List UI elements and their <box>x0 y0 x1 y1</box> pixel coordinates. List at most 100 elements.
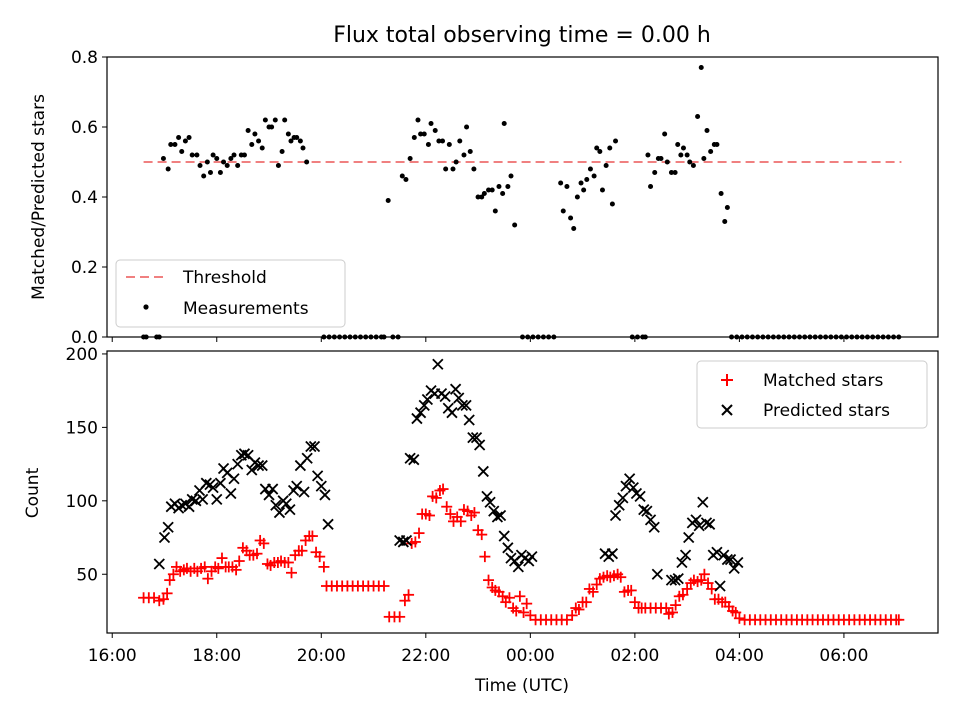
matched-star-point <box>212 562 224 574</box>
predicted-star-point <box>634 490 646 503</box>
predicted-star-point <box>512 561 524 573</box>
predicted-star-point <box>676 556 688 569</box>
predicted-star-point <box>400 534 413 547</box>
legend-box <box>696 360 928 429</box>
measurement-point <box>675 142 681 147</box>
y-tick-label: 200 <box>66 345 98 365</box>
matched-star-point <box>437 483 449 495</box>
ratio-panel: Flux total observing time = 0.00 h Match… <box>29 23 939 348</box>
measurement-point <box>724 205 730 210</box>
x-tick-label: 22:00 <box>401 646 450 666</box>
predicted-star-point <box>627 481 639 494</box>
matched-star-point <box>399 595 411 607</box>
predicted-star-point <box>700 517 713 529</box>
predicted-star-point <box>665 574 678 586</box>
ratio-legend: Threshold Measurements <box>115 259 346 328</box>
measurement-point <box>496 184 502 189</box>
y-tick-label: 0.2 <box>71 258 98 278</box>
matched-star-point <box>378 580 390 592</box>
predicted-star-point <box>477 465 489 478</box>
matched-star-point <box>199 561 211 573</box>
measurement-point <box>687 159 693 165</box>
predicted-star-point <box>474 439 486 451</box>
matched-star-point <box>666 606 678 618</box>
measurement-point <box>436 138 442 144</box>
measurement-point <box>464 124 470 130</box>
measurement-point <box>297 138 303 144</box>
predicted-star-point <box>693 520 705 532</box>
predicted-star-point <box>494 509 507 522</box>
measurement-point <box>440 138 446 144</box>
matched-star-point <box>413 527 425 539</box>
matched-star-point <box>296 545 308 557</box>
predicted-star-point <box>315 480 327 492</box>
measurement-point <box>446 142 452 147</box>
measurement-point <box>684 152 690 158</box>
measurement-point <box>587 166 593 172</box>
measurement-point <box>648 184 654 189</box>
measurement-point <box>603 163 609 168</box>
matched-star-point <box>670 599 682 611</box>
measurement-point <box>241 152 247 158</box>
matched-star-point <box>706 583 718 595</box>
measurement-point <box>245 128 251 133</box>
measurement-point <box>272 117 278 123</box>
matched-star-point <box>479 551 491 563</box>
matched-star-point <box>677 589 689 601</box>
measurement-point <box>182 138 188 144</box>
matched-star-point <box>483 574 495 586</box>
matched-star-point <box>318 561 330 573</box>
measurement-point <box>411 135 417 140</box>
predicted-star-point <box>491 511 504 523</box>
predicted-star-point <box>470 432 483 444</box>
predicted-star-point <box>404 452 416 464</box>
measurement-point <box>407 156 413 161</box>
measurement-point <box>421 131 427 137</box>
measurement-point <box>279 149 285 154</box>
measurement-point <box>204 159 210 165</box>
legend-box <box>115 259 346 328</box>
matched-star-point <box>403 589 415 601</box>
y-tick-label: 0.4 <box>71 188 98 208</box>
matched-star-point <box>510 605 522 617</box>
predicted-star-point <box>463 414 475 426</box>
measurement-point <box>288 138 294 144</box>
matched-stars-points <box>138 483 905 626</box>
matched-star-point <box>587 586 599 598</box>
predicted-star-point <box>270 499 282 511</box>
predicted-star-point <box>211 493 223 505</box>
y-tick-label: 100 <box>66 492 98 512</box>
predicted-star-point <box>703 518 716 530</box>
predicted-star-point <box>252 459 265 472</box>
matched-star-point <box>314 551 326 563</box>
matched-star-point <box>681 583 693 595</box>
predicted-star-point <box>158 531 171 544</box>
measurement-point <box>564 184 570 189</box>
x-axis-label-time: Time (UTC) <box>474 676 569 696</box>
measurement-point <box>704 128 710 133</box>
measurement-point <box>262 117 268 123</box>
measurement-point <box>418 131 424 137</box>
measurement-point <box>613 138 619 144</box>
predicted-star-point <box>446 407 458 419</box>
predicted-star-point <box>641 505 653 517</box>
measurement-point <box>607 145 613 151</box>
measurement-point <box>486 187 492 193</box>
predicted-star-point <box>238 448 251 460</box>
measurement-point <box>210 152 216 158</box>
predicted-star-point <box>613 499 625 511</box>
predicted-star-point <box>267 483 279 495</box>
measurement-point <box>701 156 707 161</box>
predicted-star-point <box>617 492 629 504</box>
predicted-star-point <box>498 530 510 542</box>
measurement-point <box>668 170 674 175</box>
measurement-point <box>160 156 166 161</box>
measurement-point <box>186 135 192 140</box>
measurement-point <box>471 166 477 172</box>
measurement-point <box>680 145 686 151</box>
measurement-point <box>235 163 241 168</box>
measurement-point <box>217 170 223 175</box>
matched-star-point <box>514 590 526 602</box>
predicted-star-point <box>711 546 723 558</box>
measurement-point <box>399 173 405 179</box>
